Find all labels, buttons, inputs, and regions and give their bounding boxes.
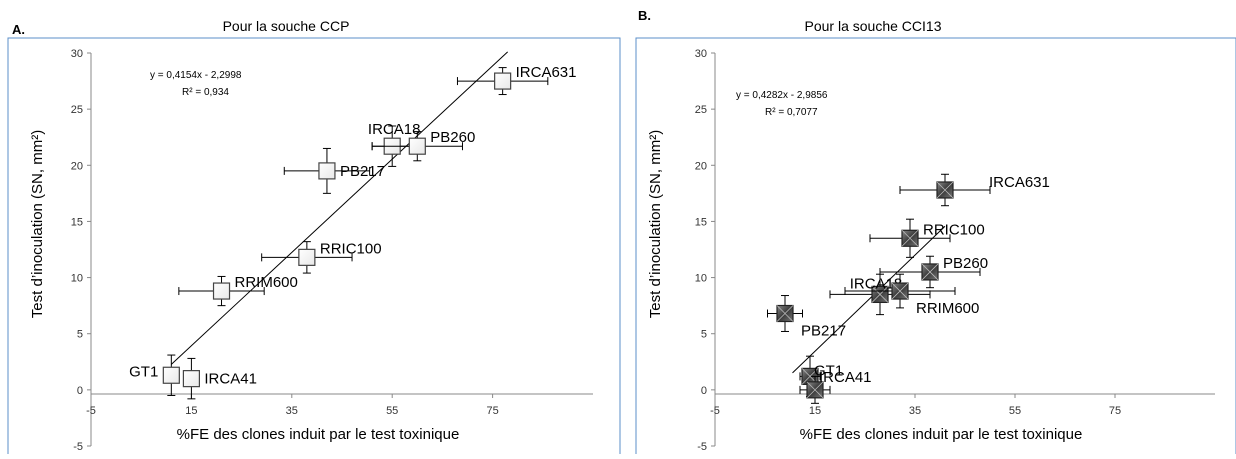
y-tick-label: 10 [695, 273, 707, 285]
x-tick-label: 75 [1109, 405, 1121, 417]
x-tick-label: 35 [909, 405, 921, 417]
y-tick-label: 25 [71, 104, 83, 116]
point-label: PB260 [943, 255, 988, 272]
point-label: IRCA631 [989, 174, 1050, 191]
trendline [170, 51, 509, 365]
y-tick-label: 20 [695, 160, 707, 172]
marker-shine [801, 368, 819, 385]
point-label: IRCA41 [204, 371, 257, 388]
marker-shine [936, 181, 954, 199]
y-axis-label: Test d’inoculation (SN, mm²) [29, 130, 46, 318]
y-tick-label: 25 [695, 104, 707, 116]
point-label: IRCA631 [516, 64, 577, 81]
point-label: PB260 [430, 129, 475, 146]
point-label: IRCA18 [368, 121, 421, 138]
x-tick-label: 35 [286, 405, 298, 417]
marker-shine [921, 263, 939, 281]
x-axis-label: %FE des clones induit par le test toxini… [800, 426, 1083, 443]
point-label: IRCA18 [850, 275, 903, 292]
point-marker [212, 282, 231, 300]
marker-shine [806, 381, 824, 399]
x-tick-label: 55 [1009, 405, 1021, 417]
data-point: RRIM600 [844, 273, 979, 317]
point-label: RRIC100 [923, 221, 985, 238]
point-label: PB217 [340, 163, 385, 180]
point-marker [494, 72, 512, 90]
x-tick-label: 55 [386, 405, 398, 417]
y-tick-label: 0 [701, 385, 707, 397]
y-tick-label: 0 [77, 385, 83, 397]
data-point: PB217 [283, 147, 385, 194]
panel-label: A. [12, 22, 25, 37]
x-tick-label: 75 [486, 405, 498, 417]
y-tick-label: -5 [73, 441, 83, 453]
point-label: RRIC100 [320, 240, 382, 257]
point-label: IRCA41 [819, 369, 872, 386]
y-tick-label: 20 [71, 160, 83, 172]
data-point: PB260 [879, 255, 988, 289]
y-tick-label: 15 [71, 216, 83, 228]
marker-shine [776, 305, 794, 322]
x-tick-label: 15 [185, 405, 197, 417]
y-tick-label: 5 [77, 329, 83, 341]
y-tick-label: 10 [71, 273, 83, 285]
x-axis-label: %FE des clones induit par le test toxini… [177, 426, 460, 443]
point-label: GT1 [129, 363, 158, 380]
data-point: RRIC100 [261, 240, 382, 274]
marker-shine [901, 229, 919, 247]
data-point: PB217 [767, 295, 846, 340]
point-marker [162, 366, 180, 384]
y-tick-label: 5 [701, 329, 707, 341]
y-tick-label: 15 [695, 216, 707, 228]
data-point: IRCA41 [799, 369, 872, 404]
point-label: RRIM600 [235, 274, 298, 291]
point-label: RRIM600 [916, 300, 979, 317]
x-tick-label: -5 [710, 405, 720, 417]
marker-shine [871, 286, 889, 303]
data-point: IRCA631 [456, 64, 577, 96]
y-tick-label: 30 [695, 48, 707, 60]
y-tick-label: 30 [71, 48, 83, 60]
chart-title: Pour la souche CCP [223, 18, 350, 34]
trendline-r2: R² = 0,7077 [765, 107, 818, 118]
data-point: PB260 [371, 129, 475, 162]
panel-label: B. [638, 8, 651, 23]
x-tick-label: 15 [809, 405, 821, 417]
point-label: PB217 [801, 323, 846, 340]
panel-frame [7, 37, 621, 459]
point-marker [182, 370, 200, 388]
marker-shine [891, 282, 909, 300]
trendline-equation: y = 0,4154x - 2,2998 [150, 70, 242, 81]
data-point: IRCA631 [899, 173, 1050, 207]
y-axis-label: Test d’inoculation (SN, mm²) [647, 130, 664, 318]
point-marker [318, 162, 336, 180]
data-point: RRIC100 [869, 218, 985, 258]
data-point: GT1 [129, 354, 180, 396]
chart-title: Pour la souche CCI13 [805, 18, 942, 34]
trendline-equation: y = 0,4282x - 2,9856 [736, 90, 828, 101]
point-label: GT1 [814, 362, 843, 379]
panel-frame [635, 37, 1236, 459]
data-point: RRIM600 [178, 274, 298, 307]
point-marker [408, 137, 426, 155]
x-tick-label: -5 [86, 405, 96, 417]
y-tick-label: -5 [697, 441, 707, 453]
point-marker [298, 248, 316, 266]
trendline [792, 225, 946, 374]
trendline-r2: R² = 0,934 [182, 87, 229, 98]
data-point: IRCA41 [182, 357, 257, 400]
